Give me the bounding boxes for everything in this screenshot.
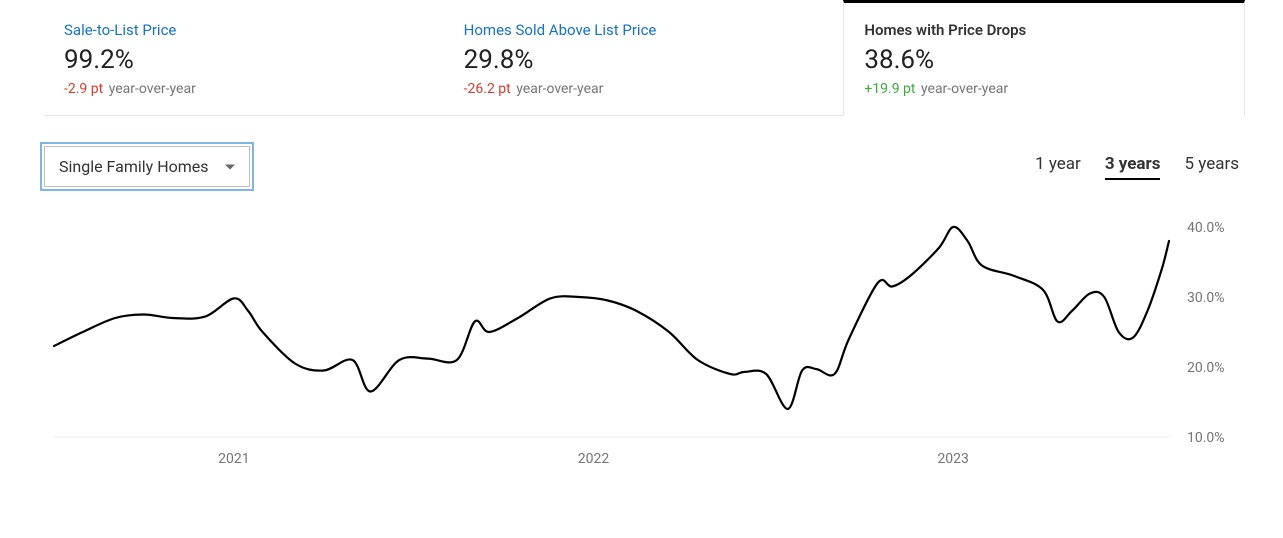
tab-yoy: -2.9 pt year-over-year bbox=[64, 81, 424, 97]
line-chart: 10.0% 20.0% 30.0% 40.0% 2021 2022 2023 bbox=[44, 207, 1239, 467]
range-1-year[interactable]: 1 year bbox=[1035, 154, 1081, 180]
yoy-delta: -26.2 pt bbox=[464, 81, 511, 97]
tab-yoy: -26.2 pt year-over-year bbox=[464, 81, 824, 97]
yoy-label: year-over-year bbox=[109, 81, 196, 97]
metric-tabs: Sale-to-List Price 99.2% -2.9 pt year-ov… bbox=[44, 0, 1245, 116]
range-5-years[interactable]: 5 years bbox=[1184, 154, 1239, 180]
yoy-label: year-over-year bbox=[921, 81, 1008, 97]
chevron-down-icon bbox=[225, 164, 235, 169]
tab-price-drops[interactable]: Homes with Price Drops 38.6% +19.9 pt ye… bbox=[843, 0, 1245, 116]
tab-title: Sale-to-List Price bbox=[64, 21, 424, 39]
yoy-label: year-over-year bbox=[516, 81, 603, 97]
tab-yoy: +19.9 pt year-over-year bbox=[864, 81, 1224, 97]
svg-text:30.0%: 30.0% bbox=[1187, 290, 1225, 306]
svg-text:20.0%: 20.0% bbox=[1187, 360, 1225, 376]
tab-title: Homes with Price Drops bbox=[864, 21, 1224, 39]
tab-value: 99.2% bbox=[64, 45, 424, 75]
chart-controls: Single Family Homes 1 year 3 years 5 yea… bbox=[44, 146, 1239, 187]
tab-title: Homes Sold Above List Price bbox=[464, 21, 824, 39]
yoy-delta: -2.9 pt bbox=[64, 81, 103, 97]
svg-text:2023: 2023 bbox=[937, 451, 968, 467]
time-range-selector: 1 year 3 years 5 years bbox=[1035, 154, 1239, 180]
chart-svg: 10.0% 20.0% 30.0% 40.0% 2021 2022 2023 bbox=[44, 207, 1239, 467]
tab-value: 38.6% bbox=[864, 45, 1224, 75]
svg-text:40.0%: 40.0% bbox=[1187, 220, 1225, 236]
svg-text:2021: 2021 bbox=[218, 451, 249, 467]
tab-value: 29.8% bbox=[464, 45, 824, 75]
dropdown-selected: Single Family Homes bbox=[59, 157, 209, 176]
home-type-dropdown[interactable]: Single Family Homes bbox=[44, 146, 250, 187]
tab-sale-to-list[interactable]: Sale-to-List Price 99.2% -2.9 pt year-ov… bbox=[44, 0, 444, 115]
tab-above-list[interactable]: Homes Sold Above List Price 29.8% -26.2 … bbox=[444, 0, 844, 115]
range-3-years[interactable]: 3 years bbox=[1105, 154, 1161, 180]
svg-text:10.0%: 10.0% bbox=[1187, 430, 1225, 446]
yoy-delta: +19.9 pt bbox=[864, 81, 915, 97]
svg-text:2022: 2022 bbox=[578, 451, 610, 467]
